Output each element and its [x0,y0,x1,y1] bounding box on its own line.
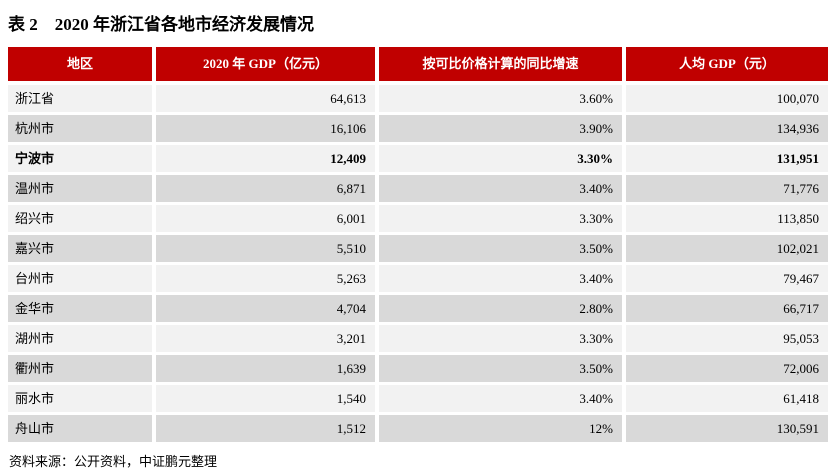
cell-gdp: 5,510 [156,235,375,262]
cell-region: 衢州市 [8,355,152,382]
cell-region: 嘉兴市 [8,235,152,262]
cell-gdp: 3,201 [156,325,375,352]
cell-gdp: 4,704 [156,295,375,322]
data-table: 地区 2020 年 GDP（亿元） 按可比价格计算的同比增速 人均 GDP（元）… [8,47,828,442]
cell-per-capita-gdp: 113,850 [626,205,828,232]
cell-growth: 3.30% [379,145,622,172]
cell-per-capita-gdp: 134,936 [626,115,828,142]
cell-gdp: 12,409 [156,145,375,172]
cell-per-capita-gdp: 95,053 [626,325,828,352]
cell-region: 丽水市 [8,385,152,412]
cell-growth: 3.40% [379,175,622,202]
cell-growth: 3.30% [379,205,622,232]
table-row: 杭州市 16,106 3.90% 134,936 [8,115,828,142]
cell-gdp: 6,871 [156,175,375,202]
cell-per-capita-gdp: 102,021 [626,235,828,262]
cell-growth: 3.50% [379,355,622,382]
table-row: 丽水市 1,540 3.40% 61,418 [8,385,828,412]
table-row: 台州市 5,263 3.40% 79,467 [8,265,828,292]
source-note: 资料来源：公开资料，中证鹏元整理 [9,454,218,469]
cell-region: 浙江省 [8,85,152,112]
table-row: 衢州市 1,639 3.50% 72,006 [8,355,828,382]
cell-region: 湖州市 [8,325,152,352]
table-row: 浙江省 64,613 3.60% 100,070 [8,85,828,112]
cell-growth: 3.30% [379,325,622,352]
cell-gdp: 6,001 [156,205,375,232]
cell-growth: 3.90% [379,115,622,142]
cell-gdp: 1,512 [156,415,375,442]
cell-growth: 3.50% [379,235,622,262]
table-body: 浙江省 64,613 3.60% 100,070 杭州市 16,106 3.90% 134,9… [8,85,828,442]
table-row: 绍兴市 6,001 3.30% 113,850 [8,205,828,232]
table-row: 温州市 6,871 3.40% 71,776 [8,175,828,202]
cell-per-capita-gdp: 79,467 [626,265,828,292]
table-title: 表 2 2020 年浙江省各地市经济发展情况 [8,15,314,34]
cell-growth: 3.40% [379,385,622,412]
cell-per-capita-gdp: 130,591 [626,415,828,442]
table-row: 宁波市 12,409 3.30% 131,951 [8,145,828,172]
cell-region: 金华市 [8,295,152,322]
cell-per-capita-gdp: 131,951 [626,145,828,172]
cell-per-capita-gdp: 61,418 [626,385,828,412]
cell-region: 杭州市 [8,115,152,142]
cell-region: 台州市 [8,265,152,292]
cell-region: 温州市 [8,175,152,202]
table-row: 金华市 4,704 2.80% 66,717 [8,295,828,322]
cell-region: 宁波市 [8,145,152,172]
cell-gdp: 1,639 [156,355,375,382]
cell-growth: 3.40% [379,265,622,292]
header-gdp: 2020 年 GDP（亿元） [156,47,375,81]
cell-per-capita-gdp: 72,006 [626,355,828,382]
cell-region: 舟山市 [8,415,152,442]
cell-per-capita-gdp: 100,070 [626,85,828,112]
cell-gdp: 5,263 [156,265,375,292]
cell-region: 绍兴市 [8,205,152,232]
cell-per-capita-gdp: 71,776 [626,175,828,202]
table-row: 湖州市 3,201 3.30% 95,053 [8,325,828,352]
header-per-capita-gdp: 人均 GDP（元） [626,47,828,81]
cell-per-capita-gdp: 66,717 [626,295,828,322]
header-growth: 按可比价格计算的同比增速 [379,47,622,81]
table-row: 舟山市 1,512 12% 130,591 [8,415,828,442]
cell-gdp: 1,540 [156,385,375,412]
table-header-row: 地区 2020 年 GDP（亿元） 按可比价格计算的同比增速 人均 GDP（元） [8,47,828,81]
table-row: 嘉兴市 5,510 3.50% 102,021 [8,235,828,262]
cell-gdp: 16,106 [156,115,375,142]
cell-growth: 3.60% [379,85,622,112]
header-region: 地区 [8,47,152,81]
cell-gdp: 64,613 [156,85,375,112]
cell-growth: 2.80% [379,295,622,322]
cell-growth: 12% [379,415,622,442]
